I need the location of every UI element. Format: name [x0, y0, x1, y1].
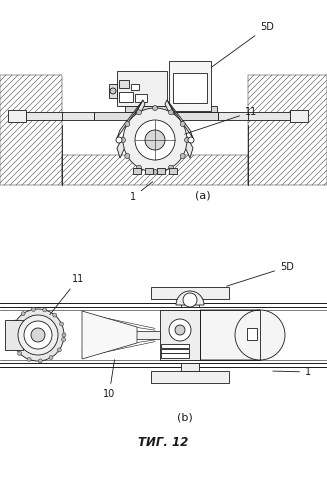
Bar [5, 320, 23, 350]
Bar [119, 92, 133, 102]
Bar [26, 112, 94, 120]
Bar [247, 328, 257, 340]
Circle shape [136, 165, 142, 170]
Circle shape [18, 352, 22, 356]
Bar [218, 112, 290, 120]
Circle shape [123, 108, 187, 172]
Bar [117, 71, 167, 106]
Bar [181, 363, 199, 371]
Text: (b): (b) [177, 413, 193, 423]
Circle shape [136, 110, 142, 115]
Text: 1: 1 [130, 182, 153, 202]
Circle shape [135, 120, 175, 160]
Circle shape [175, 325, 185, 335]
Circle shape [188, 137, 194, 143]
Circle shape [125, 122, 130, 126]
Circle shape [169, 319, 191, 341]
Polygon shape [117, 100, 143, 138]
Text: (a): (a) [195, 190, 211, 200]
Text: 5D: 5D [211, 22, 274, 68]
Bar [125, 106, 217, 112]
Polygon shape [165, 100, 193, 158]
Text: 10: 10 [103, 360, 115, 399]
Circle shape [53, 313, 57, 317]
Circle shape [18, 315, 58, 355]
Circle shape [60, 322, 63, 326]
Circle shape [180, 154, 185, 158]
Bar [157, 168, 165, 174]
Circle shape [10, 330, 14, 334]
Bar [94, 112, 218, 120]
Bar [131, 84, 139, 90]
Circle shape [145, 130, 165, 150]
Text: 11: 11 [185, 107, 257, 134]
Circle shape [168, 165, 174, 170]
Bar [144, 100, 166, 120]
Circle shape [116, 137, 122, 143]
Text: ΤИГ. 12: ΤИГ. 12 [138, 436, 188, 448]
Bar [135, 94, 147, 102]
Bar [62, 155, 248, 185]
Bar [145, 168, 153, 174]
Bar [8, 110, 26, 122]
Circle shape [38, 359, 42, 363]
Bar [160, 310, 200, 360]
Bar [151, 371, 229, 383]
Wedge shape [176, 291, 204, 305]
Circle shape [12, 309, 64, 361]
Bar [82, 331, 160, 339]
Bar [169, 61, 211, 111]
Bar [0, 75, 62, 185]
FancyBboxPatch shape [200, 310, 260, 360]
Circle shape [184, 138, 190, 142]
Bar [181, 299, 199, 307]
Circle shape [31, 308, 36, 312]
Circle shape [57, 348, 61, 352]
Bar [151, 287, 229, 299]
Text: 5D: 5D [227, 262, 294, 286]
Bar [200, 310, 260, 360]
Circle shape [24, 321, 52, 349]
Circle shape [62, 333, 66, 337]
Bar [169, 168, 177, 174]
Polygon shape [167, 100, 193, 138]
Bar [161, 353, 189, 358]
Bar [133, 168, 141, 174]
Circle shape [43, 308, 47, 312]
Bar [173, 73, 207, 103]
Circle shape [27, 358, 31, 362]
Circle shape [125, 154, 130, 158]
Circle shape [110, 88, 116, 94]
Bar [109, 84, 117, 98]
Bar [290, 110, 308, 122]
Text: 11: 11 [50, 274, 84, 315]
Circle shape [31, 328, 45, 342]
Circle shape [13, 320, 17, 324]
Circle shape [21, 312, 25, 316]
Circle shape [49, 356, 53, 360]
Circle shape [235, 310, 285, 360]
Circle shape [61, 338, 66, 342]
Bar [161, 349, 189, 353]
Circle shape [168, 110, 174, 115]
Polygon shape [117, 100, 145, 158]
Polygon shape [82, 311, 137, 359]
Circle shape [152, 170, 158, 174]
Bar [119, 80, 129, 88]
Text: 1: 1 [273, 367, 311, 377]
Circle shape [183, 293, 197, 307]
Circle shape [11, 342, 16, 346]
Circle shape [121, 138, 126, 142]
Circle shape [152, 106, 158, 110]
Circle shape [180, 122, 185, 126]
Bar [161, 344, 189, 348]
Bar [248, 75, 327, 185]
